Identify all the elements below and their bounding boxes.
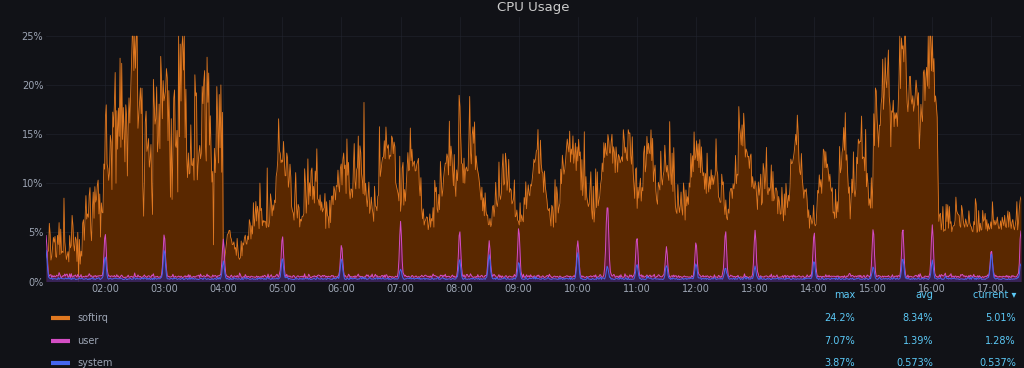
- Text: 0.537%: 0.537%: [979, 358, 1016, 368]
- Text: 0.573%: 0.573%: [896, 358, 933, 368]
- Text: 24.2%: 24.2%: [824, 313, 855, 323]
- Text: 3.87%: 3.87%: [824, 358, 855, 368]
- Text: softirq: softirq: [77, 313, 109, 323]
- Text: system: system: [77, 358, 113, 368]
- Text: max: max: [834, 290, 855, 300]
- Text: avg: avg: [915, 290, 933, 300]
- Text: user: user: [77, 336, 98, 346]
- Text: 1.39%: 1.39%: [903, 336, 933, 346]
- Text: 5.01%: 5.01%: [985, 313, 1016, 323]
- Title: CPU Usage: CPU Usage: [498, 1, 569, 14]
- Text: current ▾: current ▾: [973, 290, 1016, 300]
- Text: 7.07%: 7.07%: [824, 336, 855, 346]
- Text: 8.34%: 8.34%: [903, 313, 933, 323]
- Text: 1.28%: 1.28%: [985, 336, 1016, 346]
